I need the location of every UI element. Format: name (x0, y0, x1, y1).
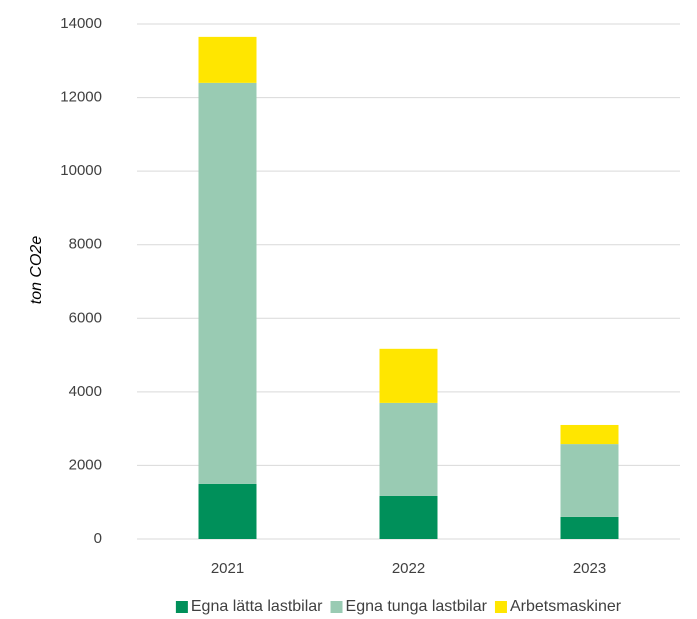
x-tick-label: 2022 (392, 560, 425, 577)
y-tick-label: 8000 (69, 236, 102, 253)
y-tick-label: 12000 (60, 89, 102, 106)
bar-segment (198, 82, 257, 484)
y-tick-label: 6000 (69, 309, 102, 326)
bar-segment (379, 348, 438, 403)
bar-segment (560, 444, 619, 517)
y-tick-label: 0 (94, 530, 102, 547)
legend-label: Arbetsmaskiner (510, 598, 622, 615)
legend-swatch (330, 601, 343, 613)
bar-segment (198, 36, 257, 83)
x-tick-label: 2021 (211, 560, 244, 577)
bar-segment (560, 516, 619, 539)
bar-segment (198, 483, 257, 539)
x-tick-label: 2023 (573, 560, 606, 577)
legend-swatch (494, 601, 507, 613)
y-tick-label: 14000 (60, 15, 102, 32)
y-tick-label: 4000 (69, 383, 102, 400)
legend-swatch (175, 601, 188, 613)
y-tick-label: 10000 (60, 162, 102, 179)
legend-label: Egna lätta lastbilar (191, 598, 323, 615)
legend-label: Egna tunga lastbilar (346, 598, 488, 615)
bar-segment (560, 424, 619, 445)
y-tick-label: 2000 (69, 456, 102, 473)
bar-segment (379, 495, 438, 539)
y-axis-label: ton CO2e (28, 236, 45, 305)
bar-segment (379, 402, 438, 496)
